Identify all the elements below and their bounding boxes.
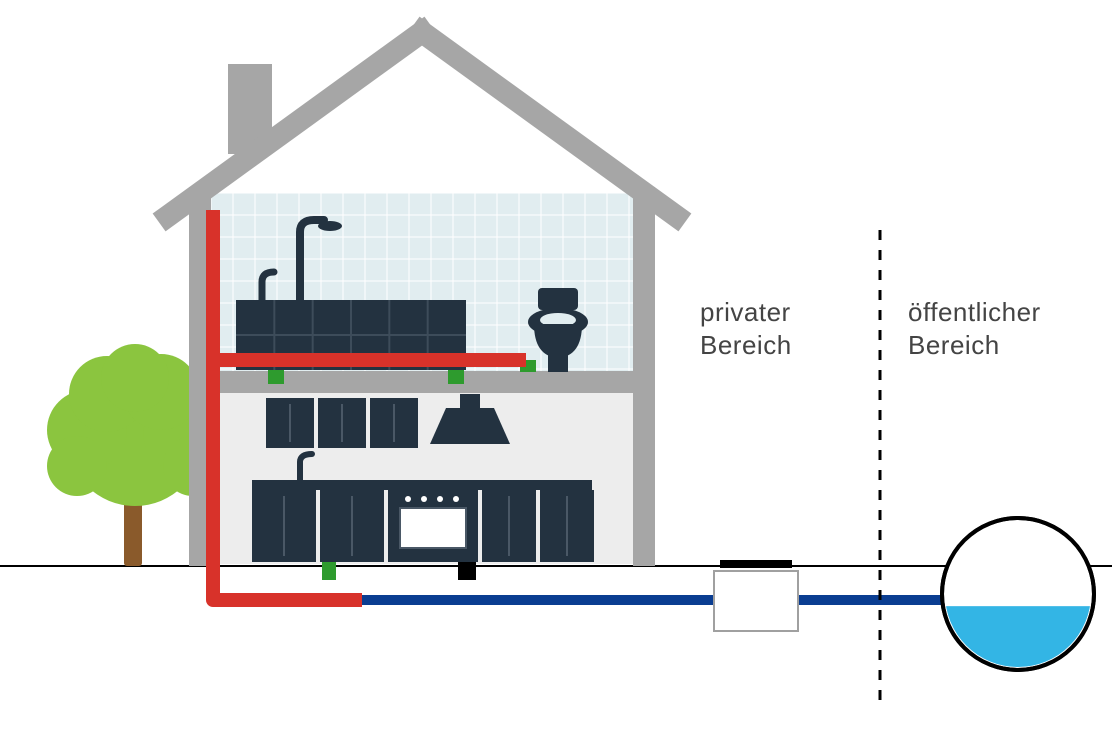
label-public-line2: Bereich xyxy=(908,330,1000,360)
label-private-line1: privater xyxy=(700,297,791,327)
label-private-area: privater Bereich xyxy=(700,296,792,361)
label-public-area: öffentlicher Bereich xyxy=(908,296,1041,361)
label-private-line2: Bereich xyxy=(700,330,792,360)
label-public-line1: öffentlicher xyxy=(908,297,1041,327)
diagram-svg xyxy=(0,0,1112,746)
diagram-root: privater Bereich öffentlicher Bereich xyxy=(0,0,1112,746)
